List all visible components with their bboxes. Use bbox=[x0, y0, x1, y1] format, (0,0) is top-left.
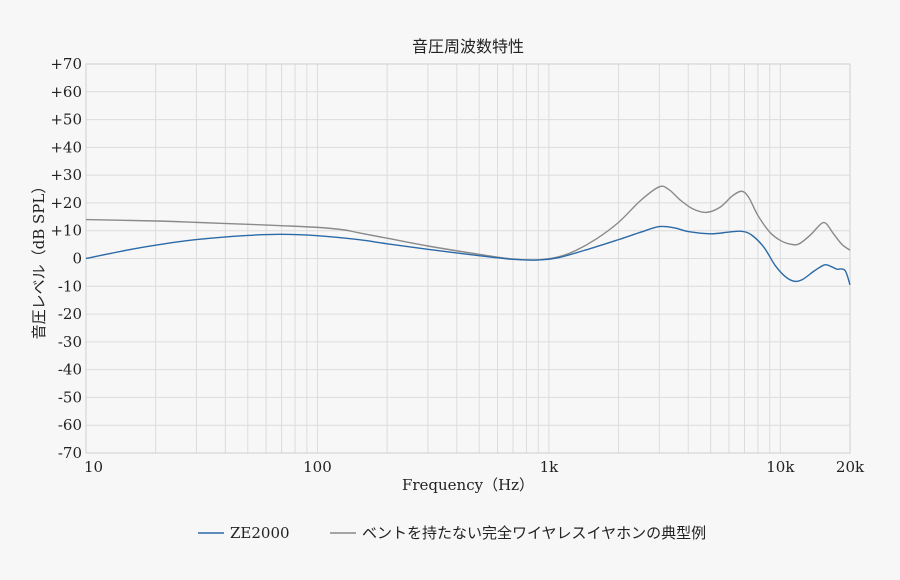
y-tick-label: -60 bbox=[58, 416, 82, 434]
y-tick-label: -70 bbox=[58, 444, 82, 462]
y-tick-labels: +70 +60 +50 +40 +30 +20 +10 0 -10 -20 -30 -40 -50 -60… bbox=[50, 55, 82, 462]
series-line-ze2000 bbox=[85, 225, 851, 286]
series-line-typical-tws bbox=[85, 185, 851, 261]
y-tick-label: +60 bbox=[50, 83, 82, 101]
x-axis-label: Frequency（Hz） bbox=[402, 476, 534, 494]
chart-title: 音圧周波数特性 bbox=[412, 37, 524, 56]
y-tick-label: +70 bbox=[50, 55, 82, 73]
y-tick-label: +30 bbox=[50, 166, 82, 184]
x-tick-label: 20k bbox=[836, 458, 865, 476]
series-layer bbox=[85, 185, 851, 286]
x-tick-label: 10k bbox=[766, 458, 795, 476]
y-tick-label: -50 bbox=[58, 388, 82, 406]
grid bbox=[85, 63, 851, 454]
legend-label-typical-tws: ベントを持たない完全ワイヤレスイヤホンの典型例 bbox=[362, 524, 706, 542]
y-tick-label: -30 bbox=[58, 333, 82, 351]
y-axis-label: 音圧レベル（dB SPL） bbox=[30, 179, 48, 340]
x-tick-label: 100 bbox=[303, 458, 332, 476]
y-tick-label: +40 bbox=[50, 138, 82, 156]
legend: ZE2000 ベントを持たない完全ワイヤレスイヤホンの典型例 bbox=[198, 524, 706, 542]
x-tick-label: 10 bbox=[84, 458, 103, 476]
x-tick-labels: 10 100 1k 10k 20k bbox=[84, 458, 865, 476]
y-tick-label: +20 bbox=[50, 194, 82, 212]
x-tick-label: 1k bbox=[540, 458, 560, 476]
y-tick-label: +10 bbox=[50, 222, 82, 240]
legend-label-ze2000: ZE2000 bbox=[230, 524, 290, 542]
y-tick-label: 0 bbox=[72, 250, 82, 268]
y-tick-label: -40 bbox=[58, 361, 82, 379]
y-tick-label: -10 bbox=[58, 277, 82, 295]
y-tick-label: +50 bbox=[50, 111, 82, 129]
y-tick-label: -20 bbox=[58, 305, 82, 323]
